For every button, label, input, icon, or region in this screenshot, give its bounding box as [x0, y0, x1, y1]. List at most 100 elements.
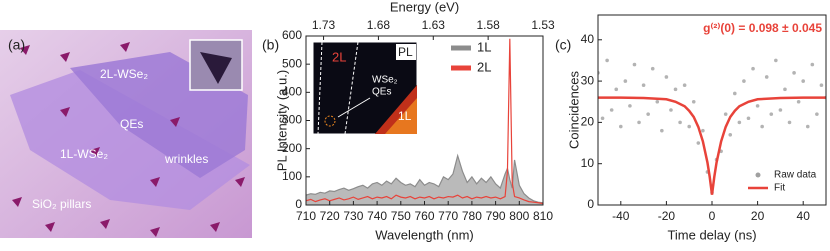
- qe-label: QEs: [120, 117, 143, 131]
- x2-tick-label: 1.58: [476, 18, 500, 32]
- legend-label: Fit: [774, 183, 785, 194]
- data-point: [805, 124, 810, 129]
- pl-tag: [396, 44, 416, 60]
- data-point: [691, 99, 696, 104]
- x-tick-label: -20: [658, 209, 676, 223]
- x2-axis-label: Energy (eV): [390, 0, 459, 14]
- y-tick-label: 20: [581, 115, 595, 129]
- x-tick-label: 760: [414, 209, 434, 223]
- x-tick-label: 770: [438, 209, 458, 223]
- data-point: [646, 112, 650, 116]
- data-point: [609, 108, 614, 112]
- inset-label: PL: [398, 45, 413, 59]
- x-tick-label: 40: [797, 209, 811, 223]
- x-tick-label: 750: [391, 209, 411, 223]
- edge-line: [344, 41, 359, 135]
- x-tick-label: -40: [612, 209, 630, 223]
- area: [306, 155, 543, 205]
- data-point: [778, 108, 783, 112]
- data-point: [819, 83, 824, 88]
- arrow: [337, 97, 371, 118]
- x-tick-label: 720: [320, 209, 340, 223]
- data-point: [696, 141, 701, 145]
- data-point: [678, 120, 682, 125]
- data-point: [764, 75, 769, 79]
- x-tick-label: 710: [296, 209, 316, 223]
- line: [306, 38, 543, 205]
- y-tick-label: 600: [282, 28, 302, 42]
- data-point: [769, 112, 774, 116]
- data-point: [664, 75, 669, 79]
- y-tick-label: 40: [581, 32, 595, 46]
- data-point: [755, 104, 760, 108]
- data-point: [792, 71, 796, 75]
- flake-label: 1L-WSe₂: [60, 147, 108, 161]
- y-axis-label: PL Intensity (a.u.): [274, 70, 289, 171]
- y-tick-label: 400: [282, 85, 302, 99]
- x2-tick-label: 1.68: [367, 18, 391, 32]
- data-point: [815, 112, 819, 116]
- data-point: [614, 87, 619, 92]
- data-point: [774, 58, 778, 63]
- plot-area: [598, 58, 826, 195]
- data-point: [742, 79, 746, 83]
- data-point: [746, 116, 751, 121]
- data-point: [669, 108, 673, 112]
- wrinkle-label: wrinkles: [164, 152, 208, 166]
- x-tick-label: 0: [709, 209, 716, 223]
- y-tick-label: 0: [587, 197, 594, 211]
- data-point: [810, 62, 815, 67]
- panel-label: (b): [262, 37, 279, 53]
- plot-area: [306, 38, 543, 205]
- line: [306, 153, 543, 204]
- line: [598, 96, 826, 195]
- data-point: [632, 62, 637, 67]
- x-tick-label: 780: [462, 209, 482, 223]
- panel-a: (a) 2L-WSe₂ QEs 1L-WSe₂ wrinkles SiO₂ pi…: [0, 30, 252, 238]
- annotation: g⁽²⁾(0) = 0.098 ± 0.045: [703, 21, 822, 35]
- inset-label: 2L: [332, 49, 346, 64]
- data-point: [619, 124, 623, 129]
- data-point: [796, 99, 801, 104]
- x-tick-label: 740: [367, 209, 387, 223]
- y-tick-label: 200: [282, 141, 302, 155]
- legend-marker: [755, 172, 761, 178]
- data-point: [687, 124, 691, 129]
- y-tick-label: 30: [581, 73, 595, 87]
- data-point: [733, 91, 737, 96]
- x2-tick-label: 1.53: [531, 18, 555, 32]
- data-point: [682, 83, 687, 88]
- x-axis-label: Time delay (ns): [667, 227, 756, 242]
- data-point: [655, 99, 660, 104]
- x-tick-label: 730: [343, 209, 363, 223]
- data-point: [660, 128, 664, 133]
- monolayer-flake: [10, 70, 250, 210]
- legend-label: Raw data: [774, 170, 817, 181]
- inset-label: 1L: [398, 109, 412, 123]
- data-point: [787, 120, 792, 125]
- x-axis-label: Wavelength (nm): [375, 227, 474, 242]
- data-point: [637, 120, 641, 125]
- data-point: [600, 116, 605, 121]
- data-point: [628, 104, 632, 108]
- data-point: [801, 79, 805, 83]
- x2-tick-label: 1.63: [422, 18, 446, 32]
- data-point: [641, 83, 646, 88]
- x-tick-label: 20: [751, 209, 765, 223]
- y-axis-label: Coincidences: [566, 70, 581, 149]
- legend-label: 2L: [477, 59, 491, 74]
- y-tick-label: 500: [282, 56, 302, 70]
- panel-label: (c): [555, 37, 571, 53]
- data-point: [760, 124, 764, 129]
- y-tick-label: 0: [295, 197, 302, 211]
- x-tick-label: 790: [486, 209, 506, 223]
- panel-label: (a): [8, 37, 25, 53]
- data-point: [751, 66, 755, 71]
- x2-tick-label: 1.73: [312, 18, 336, 32]
- pl-region: [385, 98, 417, 134]
- data-point: [737, 120, 742, 125]
- data-point: [723, 112, 728, 116]
- data-point: [623, 79, 628, 83]
- data-point: [783, 87, 787, 92]
